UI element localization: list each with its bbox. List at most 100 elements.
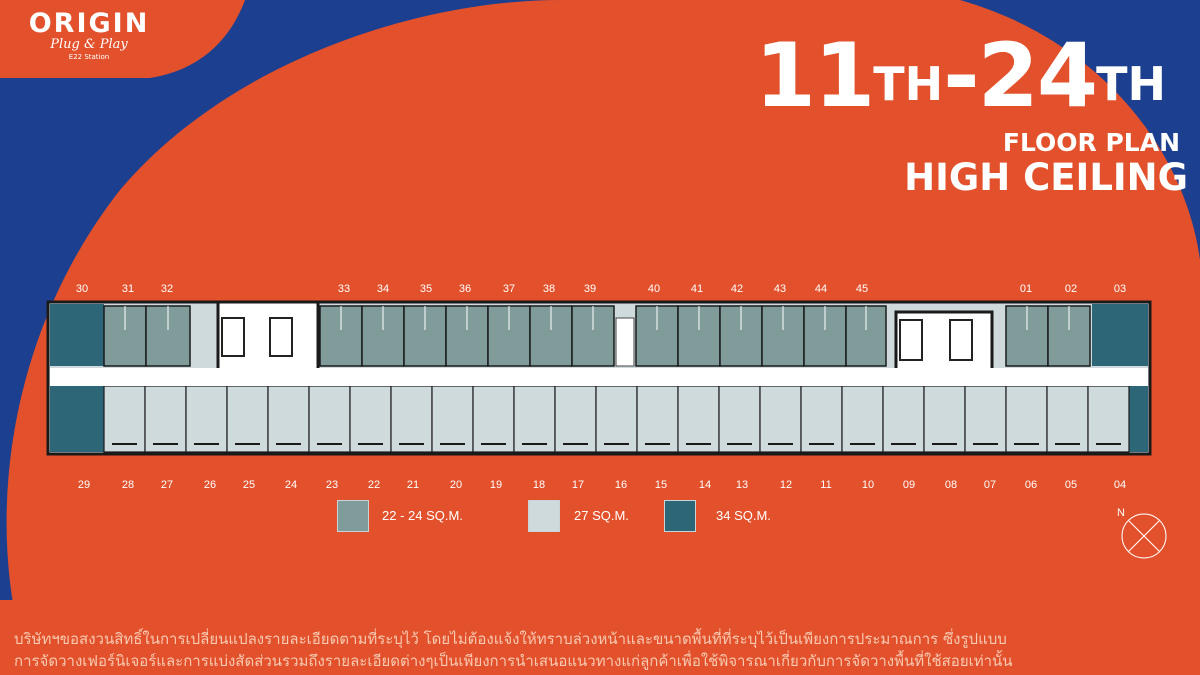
- unit-number-bottom: 12: [780, 479, 792, 491]
- floor-to-suffix: TH: [1096, 57, 1166, 111]
- floor-plan-label: FLOOR PLAN: [1002, 128, 1180, 157]
- unit-number-bottom: 08: [945, 479, 957, 491]
- unit-number-bottom: 29: [78, 479, 90, 491]
- lift-4: [949, 319, 973, 361]
- legend-label-small: 22 - 24 SQ.M.: [382, 508, 463, 523]
- unit-number-bottom: 15: [655, 479, 667, 491]
- unit-number-bottom: 19: [490, 479, 502, 491]
- unit-number-bottom: 24: [285, 479, 297, 491]
- unit-number-bottom: 06: [1025, 479, 1037, 491]
- logo-station: E22 Station: [68, 53, 110, 61]
- unit-number-bottom: 14: [699, 479, 711, 491]
- bottom-unit: [267, 385, 310, 453]
- legend-swatch-medium: [528, 500, 560, 532]
- unit-number-top: 43: [774, 283, 786, 295]
- floor-from: 11: [754, 24, 875, 127]
- bottom-unit: [841, 385, 884, 453]
- unit-number-top: 37: [503, 283, 515, 295]
- disclaimer-line-1: บริษัทฯขอสงวนสิทธิ์ในการเปลี่ยนแปลงรายละ…: [14, 630, 1007, 648]
- bottom-unit: [1005, 385, 1048, 453]
- unit-number-bottom: 20: [450, 479, 462, 491]
- unit-number-top: 36: [459, 283, 471, 295]
- unit-number-bottom: 18: [533, 479, 545, 491]
- legend-label-large: 34 SQ.M.: [716, 508, 771, 523]
- unit-number-top: 41: [691, 283, 703, 295]
- bottom-unit: [1046, 385, 1089, 453]
- bottom-unit: [308, 385, 351, 453]
- top-unit: [487, 305, 531, 367]
- stair-mid: [615, 317, 635, 367]
- bottom-unit: [226, 385, 269, 453]
- unit-number-top: 39: [584, 283, 596, 295]
- unit-03: [1092, 304, 1148, 366]
- top-unit: [761, 305, 805, 367]
- legend-swatch-large: [664, 500, 696, 532]
- legend-swatch-small: [337, 500, 369, 532]
- bottom-unit: [144, 385, 187, 453]
- unit-number-bottom: 28: [122, 479, 134, 491]
- bottom-unit: [1087, 385, 1130, 453]
- bottom-unit: [103, 385, 146, 453]
- top-unit-labels: 30 31 32 33 34 35 36 37 38 39 40 41 42 43 44 45 01 02 03: [76, 283, 1126, 295]
- bottom-unit: [677, 385, 720, 453]
- logo-wordmark: ORIGIN: [28, 8, 150, 39]
- floor-range-title: 11TH-24TH: [755, 26, 1166, 126]
- unit-number-top: 35: [420, 283, 432, 295]
- unit-number-bottom: 27: [161, 479, 173, 491]
- unit-number-bottom: 25: [243, 479, 255, 491]
- bottom-unit: [595, 385, 638, 453]
- brand-logo: ORIGIN Plug & Play E22 Station: [14, 8, 164, 62]
- unit-number-top: 03: [1114, 283, 1126, 295]
- unit-number-top: 01: [1020, 283, 1032, 295]
- unit-number-bottom: 17: [572, 479, 584, 491]
- bottom-unit: [800, 385, 843, 453]
- unit-number-bottom: 13: [736, 479, 748, 491]
- bottom-unit: [185, 385, 228, 453]
- bottom-unit: [390, 385, 433, 453]
- corridor: [50, 368, 1148, 386]
- unit-number-top: 40: [648, 283, 660, 295]
- lift-1: [221, 317, 245, 357]
- unit-number-bottom: 09: [903, 479, 915, 491]
- unit-number-top: 45: [856, 283, 868, 295]
- unit-number-bottom: 10: [862, 479, 874, 491]
- top-unit: [445, 305, 489, 367]
- disclaimer-text: บริษัทฯขอสงวนสิทธิ์ในการเปลี่ยนแปลงรายละ…: [14, 628, 1194, 672]
- bottom-unit: [923, 385, 966, 453]
- unit-number-top: 31: [122, 283, 134, 295]
- floor-dash: -: [943, 24, 980, 127]
- floor-from-suffix: TH: [873, 57, 944, 111]
- unit-number-top: 34: [377, 283, 389, 295]
- lift-2: [269, 317, 293, 357]
- logo-tagline: Plug & Play: [50, 37, 128, 52]
- unit-30: [50, 304, 104, 366]
- legend-label-medium: 27 SQ.M.: [574, 508, 629, 523]
- unit-number-bottom: 16: [615, 479, 627, 491]
- bottom-unit: [718, 385, 761, 453]
- bottom-unit-labels: 29 28 27 26 25 24 23 22 21 20 19 18 17 16 15 14 13 12 11 10…: [78, 479, 1126, 491]
- high-ceiling-label: HIGH CEILING: [904, 156, 1188, 199]
- unit-number-bottom: 23: [326, 479, 338, 491]
- unit-number-top: 42: [731, 283, 743, 295]
- bottom-unit: [349, 385, 392, 453]
- unit-number-bottom: 22: [368, 479, 380, 491]
- bottom-unit: [759, 385, 802, 453]
- unit-number-top: 38: [543, 283, 555, 295]
- compass-label: N: [1117, 507, 1125, 519]
- unit-number-top: 32: [161, 283, 173, 295]
- bottom-unit: [636, 385, 679, 453]
- bottom-unit: [882, 385, 925, 453]
- bottom-unit: [431, 385, 474, 453]
- bottom-unit: [472, 385, 515, 453]
- floor-to: 24: [977, 24, 1098, 127]
- bottom-unit: [513, 385, 556, 453]
- unit-29: [50, 386, 104, 452]
- unit-number-bottom: 26: [204, 479, 216, 491]
- unit-number-top: 30: [76, 283, 88, 295]
- bottom-unit: [964, 385, 1007, 453]
- unit-number-top: 02: [1065, 283, 1077, 295]
- disclaimer-line-2: การจัดวางเฟอร์นิเจอร์และการแบ่งสัดส่วนรว…: [14, 652, 1013, 670]
- unit-number-top: 33: [338, 283, 350, 295]
